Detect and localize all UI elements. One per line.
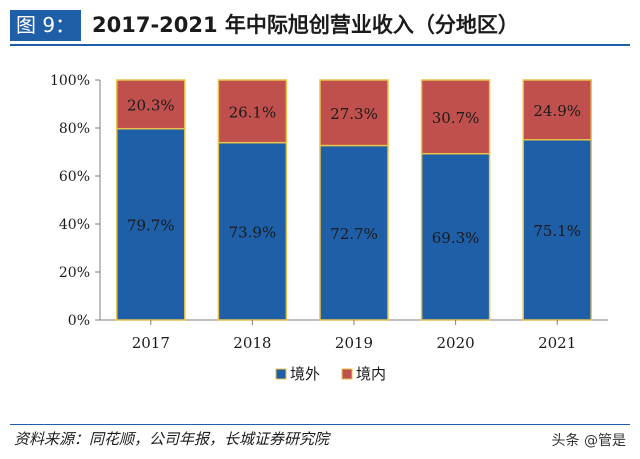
figure-label: 图 9： — [10, 10, 82, 41]
bar-domestic — [420, 79, 491, 155]
data-label-domestic: 27.3% — [330, 105, 378, 123]
header-rule — [10, 44, 630, 46]
x-tick-label: 2020 — [437, 334, 475, 352]
legend-swatch-domestic — [341, 368, 353, 380]
x-tick-label: 2018 — [233, 334, 271, 352]
data-label-domestic: 20.3% — [127, 96, 175, 114]
data-label-overseas: 73.9% — [229, 223, 277, 241]
data-label-overseas: 72.7% — [330, 225, 378, 243]
bar-domestic — [319, 79, 389, 147]
bar-domestic — [217, 79, 288, 144]
x-tick-label: 2017 — [132, 334, 170, 352]
legend-label-domestic: 境内 — [356, 365, 386, 383]
y-tick-label: 0% — [68, 313, 90, 329]
data-label-overseas: 75.1% — [533, 222, 581, 240]
chart-title: 2017-2021 年中际旭创营业收入（分地区） — [92, 13, 519, 37]
legend-label-overseas: 境外 — [290, 365, 320, 383]
source-note: 资料来源：同花顺，公司年报，长城证券研究院 — [14, 430, 330, 448]
y-tick-label: 80% — [59, 121, 90, 137]
data-label-overseas: 69.3% — [432, 229, 480, 247]
data-label-overseas: 79.7% — [127, 216, 175, 234]
y-tick-label: 40% — [59, 217, 90, 233]
x-tick-label: 2021 — [538, 334, 576, 352]
header: 图 9： 2017-2021 年中际旭创营业收入（分地区） — [0, 0, 640, 46]
bar-domestic — [116, 79, 186, 130]
bar-overseas — [116, 127, 186, 321]
data-label-domestic: 26.1% — [229, 103, 277, 121]
stacked-bar-chart: 0% 20% 40% 60% 80% 100% 79.7% 20.3% 2017 73.9% 26.… — [50, 73, 608, 383]
bar-overseas — [319, 144, 389, 321]
legend-swatch-overseas — [275, 368, 287, 380]
bar-domestic — [522, 79, 592, 141]
x-tick-label: 2019 — [335, 334, 373, 352]
data-label-domestic: 30.7% — [432, 109, 480, 127]
watermark: 头条 @管是 — [551, 433, 626, 449]
y-tick-label: 60% — [59, 169, 90, 185]
y-tick-label: 20% — [59, 265, 90, 281]
data-label-domestic: 24.9% — [533, 102, 581, 120]
y-tick-label: 100% — [50, 73, 90, 89]
footer-rule — [10, 424, 630, 425]
